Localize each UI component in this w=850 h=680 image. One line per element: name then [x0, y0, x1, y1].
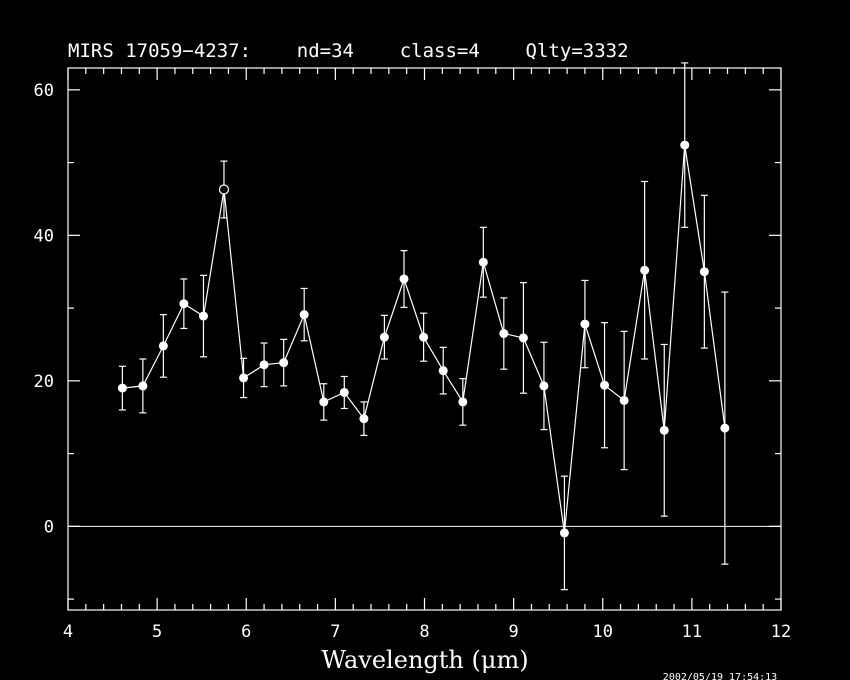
data-point — [438, 366, 448, 376]
data-point — [559, 528, 569, 538]
data-point — [299, 310, 309, 320]
data-point-hollow — [218, 184, 230, 195]
data-point — [117, 383, 127, 393]
data-point — [720, 423, 730, 433]
y-tick-label: 60 — [34, 81, 54, 101]
data-point — [499, 329, 509, 339]
data-point — [640, 265, 650, 275]
x-tick-label: 11 — [682, 622, 702, 642]
x-tick-label: 7 — [330, 622, 340, 642]
x-tick-label: 6 — [241, 622, 251, 642]
tick-labels: 4 5 6 7 8 9 10 11 12 0 20 40 60 — [34, 81, 792, 642]
data-point — [198, 311, 208, 321]
data-point — [339, 387, 349, 397]
x-axis-label: Wavelength (μm) — [321, 646, 528, 674]
data-point — [580, 319, 590, 329]
data-point — [259, 360, 269, 370]
data-point — [699, 267, 709, 277]
data-point — [478, 257, 488, 267]
data-markers — [117, 140, 730, 538]
data-point — [600, 380, 610, 390]
data-point — [399, 274, 409, 284]
data-point — [179, 299, 189, 309]
data-point — [279, 358, 289, 368]
data-point — [619, 395, 629, 405]
data-point — [680, 140, 690, 150]
x-tick-label: 5 — [152, 622, 162, 642]
data-point — [319, 397, 329, 407]
data-point — [539, 381, 549, 391]
data-point — [158, 341, 168, 351]
data-point — [458, 397, 468, 407]
axis-ticks — [67, 68, 782, 610]
data-point — [419, 332, 429, 342]
x-tick-label: 12 — [771, 622, 791, 642]
x-tick-label: 9 — [509, 622, 519, 642]
error-bars — [118, 62, 729, 591]
data-point — [359, 414, 369, 424]
data-point — [659, 425, 669, 435]
y-tick-label: 40 — [34, 226, 54, 246]
x-tick-label: 8 — [419, 622, 429, 642]
y-tick-label: 20 — [34, 372, 54, 392]
chart-title: MIRS 17059−4237: nd=34 class=4 Qlty=3332 — [68, 40, 629, 62]
timestamp: 2002/05/19 17:54:13 — [663, 672, 777, 680]
data-point — [239, 373, 249, 383]
data-point — [138, 381, 148, 391]
data-point — [379, 332, 389, 342]
x-tick-label: 10 — [593, 622, 613, 642]
x-tick-label: 4 — [63, 622, 73, 642]
y-tick-label: 0 — [44, 517, 54, 537]
data-point — [518, 333, 528, 343]
